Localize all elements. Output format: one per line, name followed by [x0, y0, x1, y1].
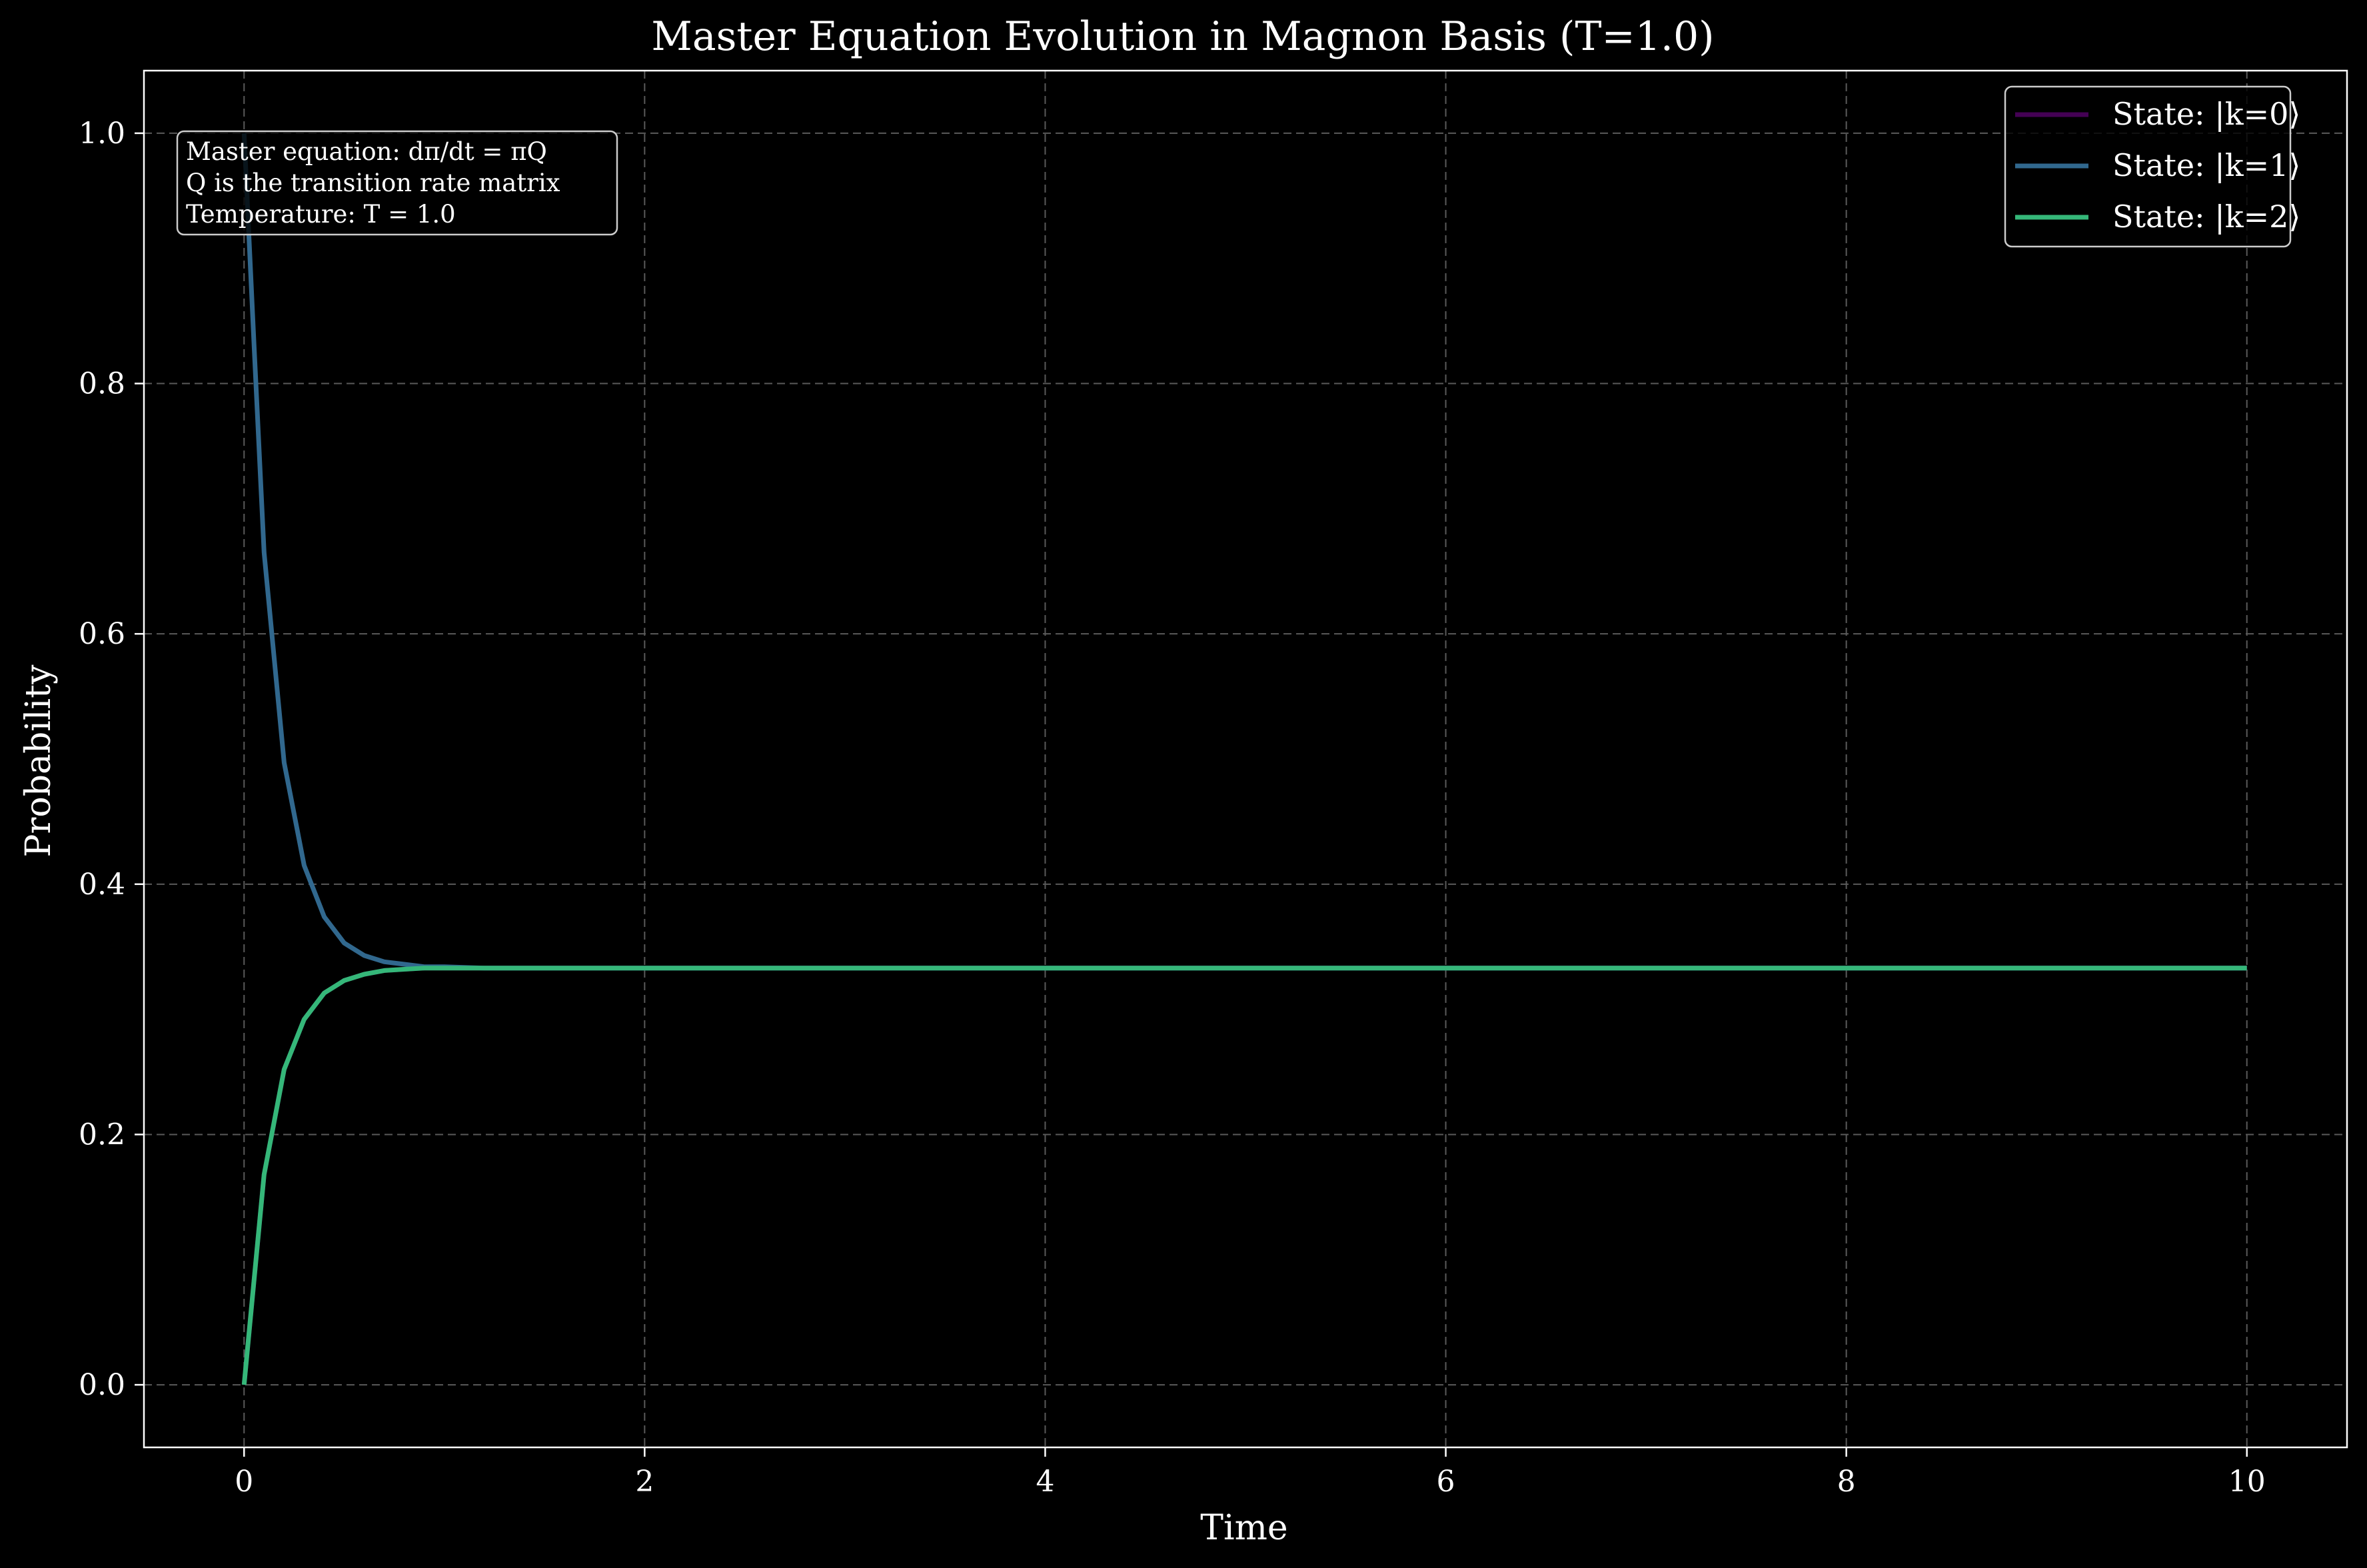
y-tick-label: 0.0 [79, 1368, 125, 1402]
annotation-line-3: Temperature: T = 1.0 [186, 200, 456, 229]
legend-label-k0: State: |k=0⟩ [2112, 96, 2300, 132]
legend-frame [2004, 85, 2292, 248]
x-tick-label: 0 [235, 1465, 253, 1499]
y-tick-label: 0.6 [79, 617, 125, 651]
annotation-line-1: Master equation: dπ/dt = πQ [186, 137, 547, 166]
y-tick-label: 1.0 [79, 117, 125, 151]
x-tick-label: 6 [1437, 1465, 1455, 1499]
y-axis-ticks: 0.0 0.2 0.4 0.6 0.8 1.0 [79, 117, 144, 1402]
x-axis-label: Time [1200, 1508, 1287, 1548]
x-tick-label: 4 [1036, 1465, 1054, 1499]
chart-title: Master Equation Evolution in Magnon Basi… [651, 13, 1714, 60]
series-line-k2 [241, 966, 2247, 1385]
annotation-box: Master equation: dπ/dt = πQ Q is the tra… [176, 130, 618, 236]
legend: State: |k=0⟩ State: |k=1⟩ State: |k=2⟩ [2004, 85, 2300, 248]
y-tick-label: 0.4 [79, 868, 125, 902]
grid [144, 71, 2347, 1447]
y-axis-label: Probability [19, 664, 59, 858]
y-tick-label: 0.2 [79, 1118, 125, 1152]
series-layer [241, 133, 2247, 1385]
x-tick-label: 10 [2228, 1465, 2266, 1499]
y-tick-label: 0.8 [79, 367, 125, 401]
x-tick-label: 8 [1837, 1465, 1856, 1499]
x-axis-ticks: 0 2 4 6 8 10 [235, 1447, 2266, 1499]
annotation-line-2: Q is the transition rate matrix [186, 169, 560, 197]
legend-label-k1: State: |k=1⟩ [2112, 147, 2300, 183]
annotation-frame [176, 130, 618, 236]
legend-label-k2: State: |k=2⟩ [2112, 199, 2300, 235]
x-tick-label: 2 [635, 1465, 654, 1499]
plot-frame [143, 69, 2348, 1449]
